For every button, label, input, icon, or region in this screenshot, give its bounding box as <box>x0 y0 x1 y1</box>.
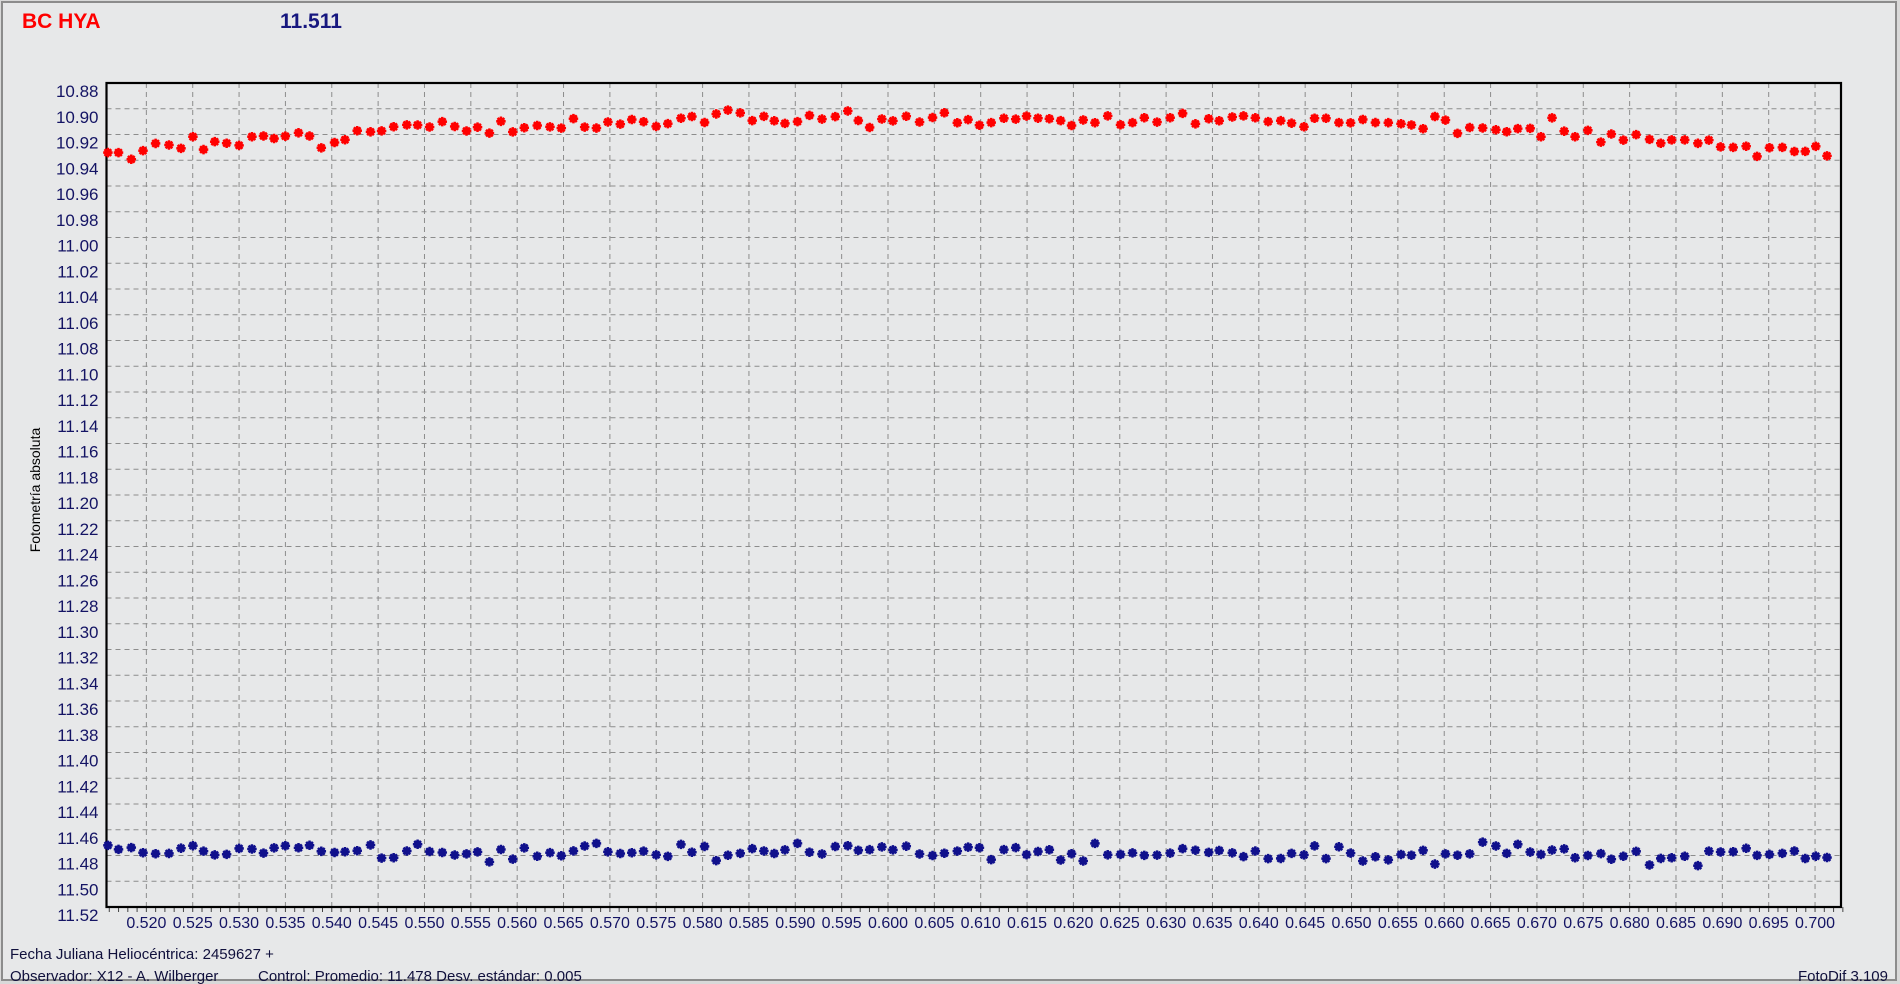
svg-text:11.26: 11.26 <box>57 571 98 590</box>
svg-text:0.540: 0.540 <box>312 915 352 932</box>
svg-text:11.46: 11.46 <box>57 829 98 848</box>
svg-text:0.610: 0.610 <box>961 915 1001 932</box>
svg-text:10.98: 10.98 <box>56 211 99 230</box>
svg-text:BC HYA: BC HYA <box>22 10 101 33</box>
svg-text:11.04: 11.04 <box>57 288 98 307</box>
svg-text:0.625: 0.625 <box>1100 915 1140 932</box>
svg-text:0.645: 0.645 <box>1285 915 1325 932</box>
svg-text:0.605: 0.605 <box>914 915 954 932</box>
svg-text:0.580: 0.580 <box>683 915 723 932</box>
svg-text:0.555: 0.555 <box>451 915 491 932</box>
svg-text:0.700: 0.700 <box>1795 915 1835 932</box>
svg-text:0.570: 0.570 <box>590 915 630 932</box>
svg-text:11.12: 11.12 <box>57 391 98 410</box>
svg-text:FotoDif 3.109: FotoDif 3.109 <box>1798 968 1888 984</box>
svg-text:10.96: 10.96 <box>56 185 99 204</box>
svg-text:11.00: 11.00 <box>57 237 98 256</box>
svg-text:0.650: 0.650 <box>1331 915 1371 932</box>
svg-text:0.620: 0.620 <box>1053 915 1093 932</box>
svg-text:0.550: 0.550 <box>404 915 444 932</box>
svg-text:11.02: 11.02 <box>57 262 98 281</box>
svg-text:11.30: 11.30 <box>57 623 98 642</box>
svg-text:Control: Promedio: 11.478 De: Control: Promedio: 11.478 Desv. estándar… <box>258 968 582 984</box>
svg-text:0.695: 0.695 <box>1749 915 1789 932</box>
svg-text:11.50: 11.50 <box>57 880 98 899</box>
svg-text:11.38: 11.38 <box>57 726 98 745</box>
svg-text:0.615: 0.615 <box>1007 915 1047 932</box>
svg-text:0.670: 0.670 <box>1517 915 1557 932</box>
svg-text:11.36: 11.36 <box>57 700 98 719</box>
svg-text:11.44: 11.44 <box>57 803 98 822</box>
svg-text:11.18: 11.18 <box>57 468 98 487</box>
svg-text:10.92: 10.92 <box>56 134 99 153</box>
svg-text:0.585: 0.585 <box>729 915 769 932</box>
svg-text:0.655: 0.655 <box>1378 915 1418 932</box>
svg-text:Observador: X12 - A. Wilberger: Observador: X12 - A. Wilberger <box>10 968 218 984</box>
svg-text:0.565: 0.565 <box>544 915 584 932</box>
svg-text:11.28: 11.28 <box>57 597 98 616</box>
svg-text:0.530: 0.530 <box>219 915 259 932</box>
svg-text:0.675: 0.675 <box>1563 915 1603 932</box>
svg-text:11.52: 11.52 <box>57 906 98 925</box>
svg-text:11.32: 11.32 <box>57 649 98 668</box>
svg-text:11.24: 11.24 <box>57 546 98 565</box>
svg-text:Fotometría absoluta: Fotometría absoluta <box>27 428 43 553</box>
svg-text:0.575: 0.575 <box>636 915 676 932</box>
svg-text:11.14: 11.14 <box>57 417 98 436</box>
svg-text:11.511: 11.511 <box>280 10 342 33</box>
svg-text:10.90: 10.90 <box>56 108 99 127</box>
svg-text:11.34: 11.34 <box>57 674 98 693</box>
svg-text:0.525: 0.525 <box>173 915 213 932</box>
svg-text:11.08: 11.08 <box>57 340 98 359</box>
svg-text:0.635: 0.635 <box>1192 915 1232 932</box>
svg-text:11.16: 11.16 <box>57 443 98 462</box>
svg-text:0.560: 0.560 <box>497 915 537 932</box>
svg-text:0.520: 0.520 <box>126 915 166 932</box>
svg-text:0.680: 0.680 <box>1610 915 1650 932</box>
svg-text:0.590: 0.590 <box>775 915 815 932</box>
svg-text:11.48: 11.48 <box>57 855 98 874</box>
svg-text:11.06: 11.06 <box>57 314 98 333</box>
svg-text:11.10: 11.10 <box>57 365 98 384</box>
svg-text:0.535: 0.535 <box>265 915 305 932</box>
svg-text:0.630: 0.630 <box>1146 915 1186 932</box>
svg-text:0.685: 0.685 <box>1656 915 1696 932</box>
svg-text:11.42: 11.42 <box>57 777 98 796</box>
svg-text:0.640: 0.640 <box>1239 915 1279 932</box>
svg-text:10.94: 10.94 <box>56 159 99 178</box>
svg-text:0.545: 0.545 <box>358 915 398 932</box>
svg-text:11.22: 11.22 <box>57 520 98 539</box>
svg-text:0.665: 0.665 <box>1471 915 1511 932</box>
svg-text:0.600: 0.600 <box>868 915 908 932</box>
svg-text:11.40: 11.40 <box>57 752 98 771</box>
svg-text:0.595: 0.595 <box>822 915 862 932</box>
svg-text:10.88: 10.88 <box>56 82 99 101</box>
svg-text:Fecha Juliana Heliocéntrica: 2: Fecha Juliana Heliocéntrica: 2459627 + <box>10 946 274 963</box>
svg-text:11.20: 11.20 <box>57 494 98 513</box>
svg-text:0.660: 0.660 <box>1424 915 1464 932</box>
svg-text:0.690: 0.690 <box>1702 915 1742 932</box>
